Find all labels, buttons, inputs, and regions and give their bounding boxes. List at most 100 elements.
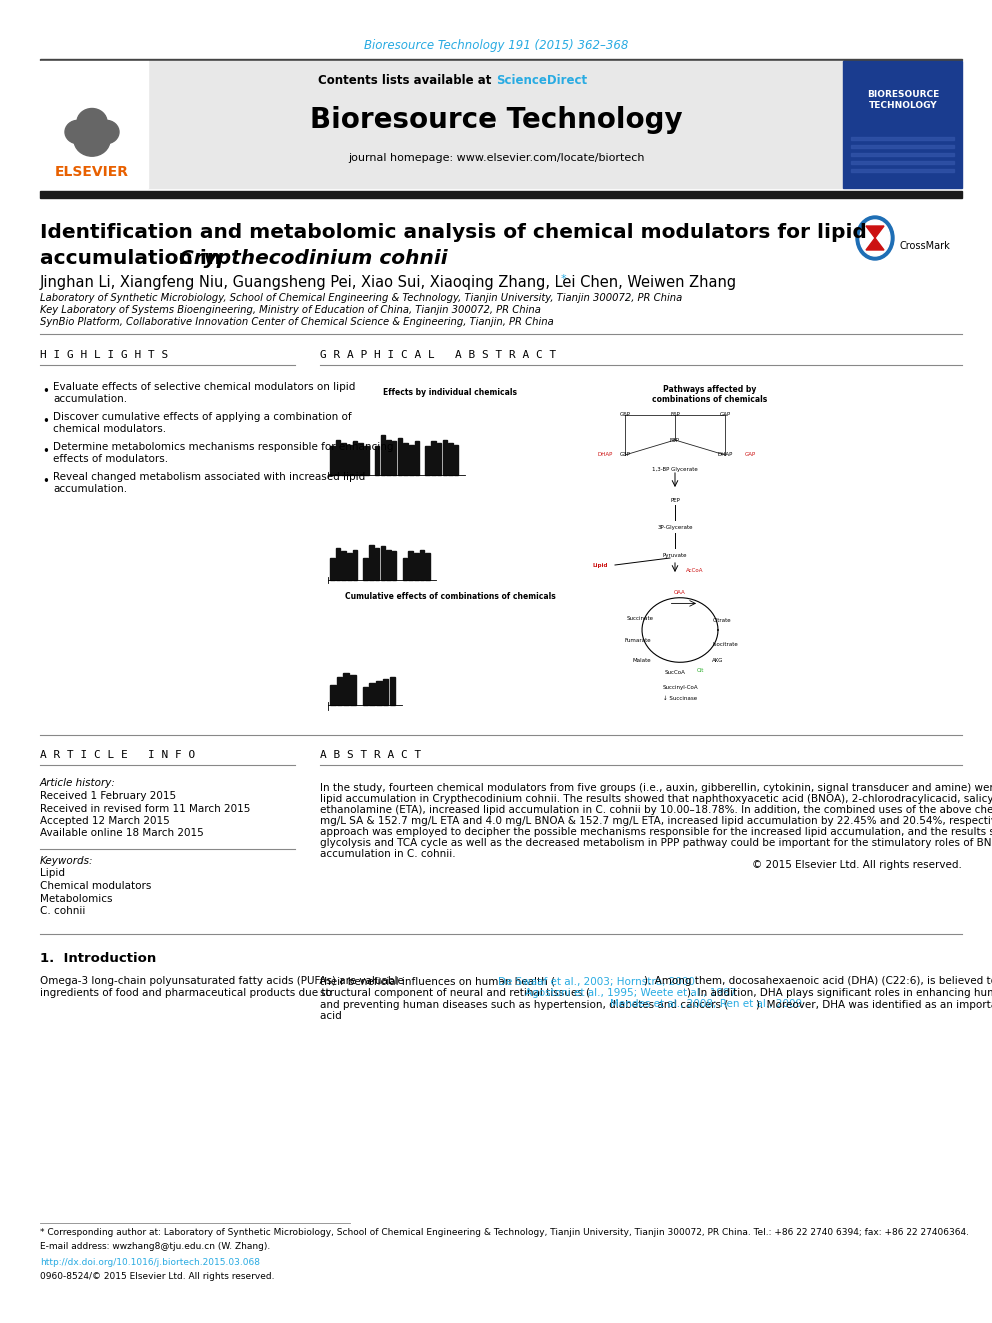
Text: Keywords:: Keywords:	[40, 856, 93, 867]
Polygon shape	[866, 226, 884, 238]
Text: Fumarate: Fumarate	[625, 638, 652, 643]
Bar	[409, 445, 414, 475]
Bar	[851, 138, 954, 140]
Bar	[851, 169, 954, 172]
Bar	[383, 679, 389, 705]
Text: journal homepage: www.elsevier.com/locate/biortech: journal homepage: www.elsevier.com/locat…	[348, 153, 644, 163]
Bar	[341, 443, 346, 475]
Text: 0960-8524/© 2015 Elsevier Ltd. All rights reserved.: 0960-8524/© 2015 Elsevier Ltd. All right…	[40, 1271, 275, 1281]
Text: A B S T R A C T: A B S T R A C T	[320, 750, 422, 759]
Text: Malate: Malate	[633, 658, 652, 663]
Bar	[843, 61, 962, 188]
Ellipse shape	[93, 120, 119, 144]
Bar	[432, 442, 435, 475]
Text: BIORESOURCE
TECHNOLOGY: BIORESOURCE TECHNOLOGY	[867, 90, 939, 110]
Text: Article history:: Article history:	[40, 778, 116, 789]
Bar	[330, 446, 334, 475]
Text: Metabolomics: Metabolomics	[40, 893, 112, 904]
Bar	[363, 557, 368, 579]
Text: 1,3-BP Glycerate: 1,3-BP Glycerate	[652, 467, 698, 472]
Text: ). In addition, DHA plays significant roles in enhancing human health: ). In addition, DHA plays significant ro…	[686, 988, 992, 998]
Text: accumulation.: accumulation.	[53, 393, 127, 404]
Ellipse shape	[614, 448, 636, 460]
Text: *: *	[560, 274, 566, 284]
Text: PEP: PEP	[670, 497, 680, 503]
Text: 1.  Introduction: 1. Introduction	[40, 953, 157, 964]
Bar	[369, 545, 374, 579]
Text: Crypthecodinium cohnii: Crypthecodinium cohnii	[180, 249, 447, 267]
Text: •: •	[42, 385, 49, 398]
Text: accumulation in C. cohnii.: accumulation in C. cohnii.	[320, 849, 455, 859]
Bar	[404, 443, 408, 475]
Ellipse shape	[714, 409, 736, 421]
Bar	[454, 445, 458, 475]
Bar	[386, 439, 391, 475]
Text: •: •	[42, 415, 49, 429]
Text: Cumulative effects of combinations of chemicals: Cumulative effects of combinations of ch…	[344, 591, 556, 601]
Bar	[376, 681, 382, 705]
Bar	[381, 435, 385, 475]
Text: CrossMark: CrossMark	[899, 241, 949, 251]
Ellipse shape	[714, 448, 736, 460]
Bar	[330, 685, 335, 705]
Bar	[398, 438, 402, 475]
Text: chemical modulators.: chemical modulators.	[53, 423, 166, 434]
Text: acid: acid	[320, 1011, 345, 1021]
Text: accumulation in: accumulation in	[40, 249, 228, 267]
Text: Isocitrate: Isocitrate	[712, 643, 738, 647]
Text: FBP: FBP	[670, 438, 680, 442]
Text: Jinghan Li, Xiangfeng Niu, Guangsheng Pei, Xiao Sui, Xiaoqing Zhang, Lei Chen, W: Jinghan Li, Xiangfeng Niu, Guangsheng Pe…	[40, 274, 737, 290]
Bar	[392, 442, 397, 475]
Text: Discover cumulative effects of applying a combination of: Discover cumulative effects of applying …	[53, 411, 351, 422]
Text: Bioresource Technology 191 (2015) 362–368: Bioresource Technology 191 (2015) 362–36…	[364, 38, 628, 52]
Text: Laboratory of Synthetic Microbiology, School of Chemical Engineering & Technolog: Laboratory of Synthetic Microbiology, Sc…	[40, 292, 682, 303]
Bar	[358, 443, 363, 475]
Bar	[40, 61, 148, 188]
Bar	[415, 442, 420, 475]
Text: http://dx.doi.org/10.1016/j.biortech.2015.03.068: http://dx.doi.org/10.1016/j.biortech.201…	[40, 1258, 260, 1267]
Bar	[363, 687, 368, 705]
Bar	[364, 446, 369, 475]
Bar	[426, 446, 430, 475]
Bar	[386, 549, 391, 579]
Text: Agostoni et al., 1995; Weete et al., 1997: Agostoni et al., 1995; Weete et al., 199…	[525, 988, 739, 998]
Ellipse shape	[664, 434, 686, 446]
Ellipse shape	[664, 409, 686, 421]
Bar	[148, 61, 843, 188]
Bar	[353, 442, 357, 475]
Text: A R T I C L E   I N F O: A R T I C L E I N F O	[40, 750, 195, 759]
Text: Evaluate effects of selective chemical modulators on lipid: Evaluate effects of selective chemical m…	[53, 382, 355, 392]
Bar	[347, 445, 351, 475]
Bar	[851, 153, 954, 156]
Bar	[851, 161, 954, 164]
Text: G3P: G3P	[619, 452, 631, 458]
Text: structural component of neural and retinal tissues (: structural component of neural and retin…	[320, 988, 593, 998]
Text: approach was employed to decipher the possible mechanisms responsible for the in: approach was employed to decipher the po…	[320, 827, 992, 837]
Text: ingredients of food and pharmaceutical products due to: ingredients of food and pharmaceutical p…	[40, 988, 332, 998]
Text: mg/L SA & 152.7 mg/L ETA and 4.0 mg/L BNOA & 152.7 mg/L ETA, increased lipid acc: mg/L SA & 152.7 mg/L ETA and 4.0 mg/L BN…	[320, 816, 992, 826]
Text: H I G H L I G H T S: H I G H L I G H T S	[40, 351, 169, 360]
Text: F6P: F6P	[670, 413, 680, 418]
Text: accumulation.: accumulation.	[53, 483, 127, 493]
Text: •: •	[42, 445, 49, 458]
Text: Mendes et al., 2008; Ren et al., 2009: Mendes et al., 2008; Ren et al., 2009	[610, 999, 806, 1009]
Text: Accepted 12 March 2015: Accepted 12 March 2015	[40, 816, 170, 826]
Bar	[403, 557, 407, 579]
Ellipse shape	[74, 124, 110, 156]
Bar	[330, 557, 334, 579]
Text: Contents lists available at: Contents lists available at	[318, 74, 496, 86]
Polygon shape	[866, 238, 884, 250]
Text: Bioresource Technology: Bioresource Technology	[310, 106, 682, 134]
Text: ScienceDirect: ScienceDirect	[496, 74, 587, 86]
Bar	[40, 191, 962, 198]
Bar	[414, 553, 419, 579]
Bar	[336, 677, 342, 705]
Ellipse shape	[614, 409, 636, 421]
Text: ethanolamine (ETA), increased lipid accumulation in C. cohnii by 10.00–18.78%. I: ethanolamine (ETA), increased lipid accu…	[320, 804, 992, 815]
Bar	[448, 443, 452, 475]
Bar	[426, 553, 430, 579]
Text: G R A P H I C A L   A B S T R A C T: G R A P H I C A L A B S T R A C T	[320, 351, 557, 360]
Bar	[375, 446, 379, 475]
Text: Identification and metabolomic analysis of chemical modulators for lipid: Identification and metabolomic analysis …	[40, 224, 867, 242]
Text: Received in revised form 11 March 2015: Received in revised form 11 March 2015	[40, 803, 250, 814]
